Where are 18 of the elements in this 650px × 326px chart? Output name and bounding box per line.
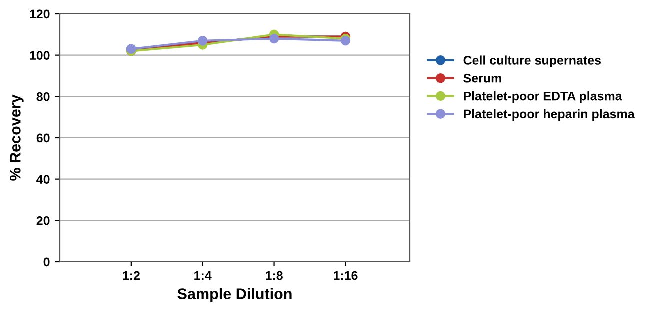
x-tick-label: 1:2 bbox=[123, 271, 140, 280]
legend-label: Cell culture supernates bbox=[464, 56, 601, 68]
y-tick-label: 20 bbox=[36, 216, 50, 226]
x-tick-label: 1:4 bbox=[194, 271, 212, 280]
x-axis-title: Sample Dilution bbox=[178, 288, 292, 302]
y-tick-label: 100 bbox=[30, 51, 50, 60]
legend-label: Platelet-poor heparin plasma bbox=[464, 109, 635, 122]
point bbox=[340, 36, 351, 46]
x-tick-label: 1:16 bbox=[334, 271, 358, 280]
y-tick-label: 60 bbox=[36, 134, 50, 143]
legend-label: Serum bbox=[464, 74, 502, 83]
y-tick-label: 80 bbox=[36, 92, 50, 102]
y-axis-title: % Recovery bbox=[10, 94, 24, 181]
y-tick-label: 120 bbox=[30, 10, 50, 19]
y-tick-label: 0 bbox=[44, 258, 50, 267]
legend-label: Platelet-poor EDTA plasma bbox=[464, 92, 622, 104]
x-tick-label: 1:8 bbox=[266, 271, 283, 280]
y-tick-label: 40 bbox=[36, 175, 50, 184]
